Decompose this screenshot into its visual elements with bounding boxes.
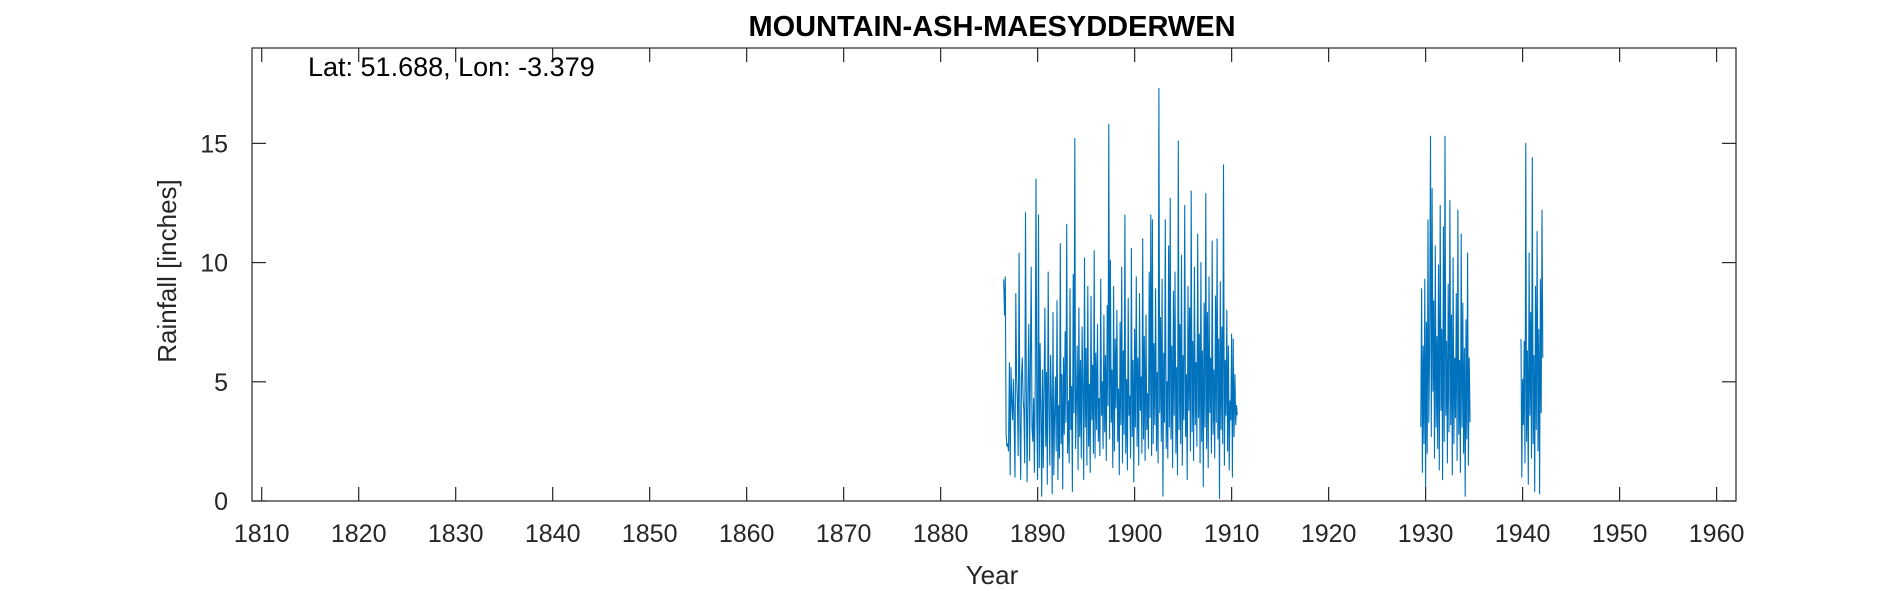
y-tick-label: 15: [200, 130, 228, 158]
x-tick-label: 1920: [1301, 520, 1357, 548]
axis-ticks: [252, 48, 1736, 502]
chart-title: MOUNTAIN-ASH-MAESYDDERWEN: [748, 11, 1235, 43]
location-annotation: Lat: 51.688, Lon: -3.379: [308, 52, 595, 82]
x-axis-label: Year: [966, 560, 1019, 590]
rainfall-series-line: [1420, 135, 1471, 497]
y-tick-labels: 0 5 10 15: [200, 130, 228, 516]
x-tick-label: 1910: [1204, 520, 1260, 548]
x-tick-label: 1950: [1592, 520, 1648, 548]
rainfall-series-line: [1003, 87, 1238, 500]
y-tick-label: 0: [214, 488, 228, 516]
x-tick-label: 1820: [331, 520, 387, 548]
x-tick-label: 1830: [428, 520, 484, 548]
x-tick-label: 1860: [719, 520, 775, 548]
series-layer: [1003, 87, 1544, 500]
x-tick-label: 1930: [1398, 520, 1454, 548]
x-tick-label: 1840: [525, 520, 581, 548]
y-tick-label: 5: [214, 369, 228, 397]
y-tick-label: 10: [200, 250, 228, 278]
y-axis-label: Rainfall [inches]: [152, 179, 182, 363]
plot-area: [251, 47, 1737, 502]
rainfall-series-line: [1520, 142, 1544, 495]
x-tick-label: 1960: [1689, 520, 1745, 548]
x-tick-label: 1900: [1107, 520, 1163, 548]
x-tick-label: 1810: [234, 520, 290, 548]
x-tick-labels: 1810 1820 1830 1840 1850 1860 1870 1880 1890 1900…: [234, 520, 1745, 548]
x-tick-label: 1850: [622, 520, 678, 548]
x-tick-label: 1890: [1010, 520, 1066, 548]
x-tick-label: 1870: [816, 520, 872, 548]
x-tick-label: 1940: [1495, 520, 1551, 548]
x-tick-label: 1880: [913, 520, 969, 548]
